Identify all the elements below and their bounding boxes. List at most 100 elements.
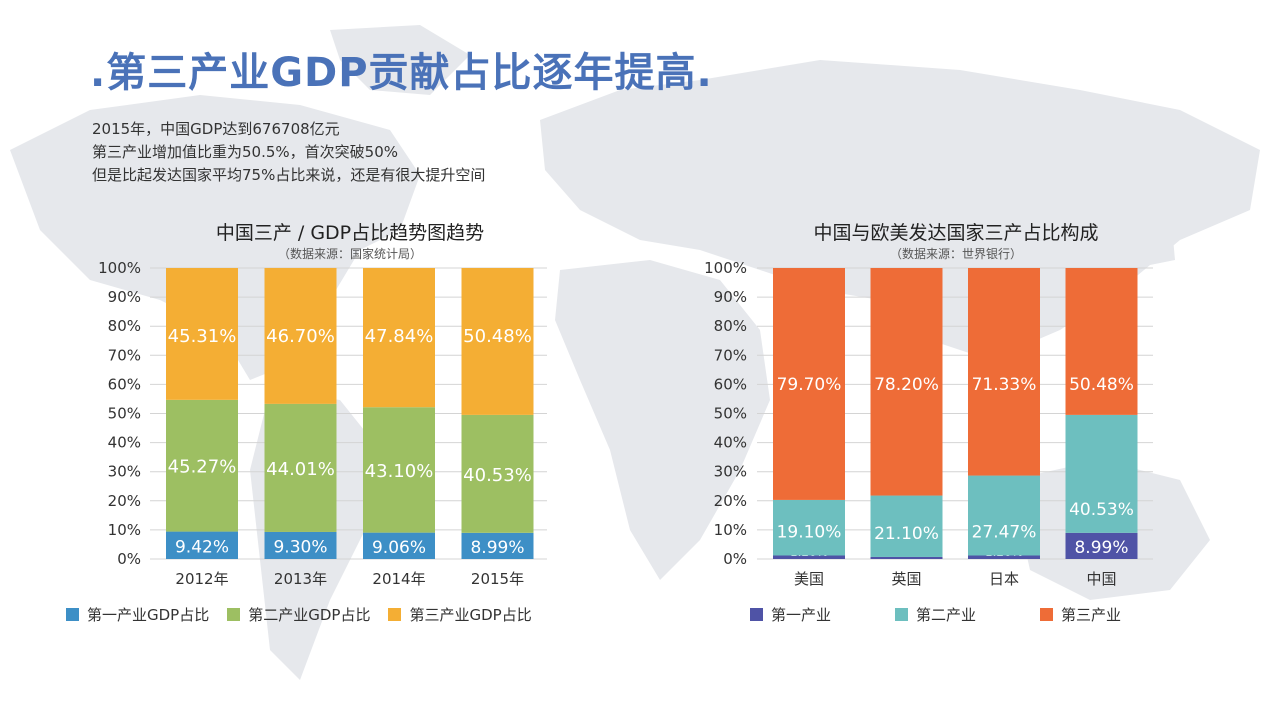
bar-segment bbox=[773, 555, 845, 559]
bar-segment bbox=[870, 556, 943, 559]
data-label: 45.27% bbox=[168, 457, 237, 478]
bar-segment bbox=[773, 268, 845, 500]
bar-segment bbox=[264, 403, 337, 532]
bar-segment bbox=[166, 399, 238, 532]
data-label: 43.10% bbox=[365, 461, 434, 482]
data-label: 9.06% bbox=[372, 538, 426, 558]
data-label: 9.42% bbox=[175, 537, 229, 557]
bar-segment bbox=[461, 532, 534, 559]
data-label: 50.48% bbox=[463, 326, 532, 347]
x-category-label: 2014年 bbox=[372, 570, 425, 588]
data-label: 19.10% bbox=[777, 523, 842, 543]
y-tick-label: 90% bbox=[714, 288, 747, 306]
data-label: 40.53% bbox=[1069, 500, 1134, 520]
data-label: 79.70% bbox=[777, 375, 842, 395]
x-category-label: 中国 bbox=[1086, 570, 1116, 588]
y-tick-label: 80% bbox=[108, 317, 141, 335]
bar-segment bbox=[968, 555, 1040, 559]
bar-segment bbox=[363, 407, 435, 533]
right-chart-subtitle: （数据来源：世界银行） bbox=[889, 247, 1022, 261]
bar-segment bbox=[870, 268, 943, 496]
bar-segment bbox=[1065, 414, 1138, 533]
bar-segment bbox=[1065, 268, 1138, 415]
y-tick-label: 40% bbox=[714, 434, 747, 452]
bar-segment bbox=[166, 531, 238, 559]
bar-segment bbox=[968, 475, 1040, 556]
legend-swatch-primary bbox=[750, 608, 763, 621]
y-tick-label: 100% bbox=[98, 259, 141, 277]
legend-label: 第一产业 bbox=[771, 606, 832, 624]
y-tick-label: 70% bbox=[714, 346, 747, 364]
bar-segment bbox=[264, 267, 337, 404]
bar-segment bbox=[773, 499, 845, 556]
data-label: 8.99% bbox=[470, 538, 524, 558]
bar-segment bbox=[363, 532, 435, 559]
y-tick-label: 20% bbox=[108, 492, 141, 510]
data-label: 50.48% bbox=[1069, 375, 1134, 395]
bar-segment bbox=[968, 268, 1040, 476]
x-category-label: 2015年 bbox=[471, 570, 524, 588]
legend-item-tertiary: 第三产业 bbox=[1040, 604, 1121, 625]
left-chart-legend: 第一产业GDP占比 第二产业GDP占比 第三产业GDP占比 bbox=[66, 604, 550, 625]
legend-swatch-tertiary bbox=[1040, 608, 1054, 621]
data-label: 21.10% bbox=[874, 524, 939, 544]
y-tick-label: 0% bbox=[723, 550, 747, 568]
legend-item-secondary: 第二产业GDP占比 bbox=[227, 604, 370, 625]
legend-item-primary: 第一产业 bbox=[750, 604, 831, 625]
data-label: 27.47% bbox=[972, 523, 1037, 543]
left-chart-subtitle: （数据来源：国家统计局） bbox=[277, 247, 422, 261]
y-tick-label: 70% bbox=[108, 346, 141, 364]
legend-label: 第三产业GDP占比 bbox=[409, 606, 532, 624]
right-chart-title: 中国与欧美发达国家三产占比构成 bbox=[813, 222, 1099, 244]
y-tick-label: 90% bbox=[108, 288, 141, 306]
data-label: 44.01% bbox=[266, 459, 335, 480]
y-tick-label: 30% bbox=[108, 463, 141, 481]
legend-item-tertiary: 第三产业GDP占比 bbox=[388, 604, 532, 625]
right-chart-legend: 第一产业 第二产业 第三产业 bbox=[750, 604, 1139, 625]
legend-label: 第一产业GDP占比 bbox=[87, 606, 210, 624]
data-label: 40.53% bbox=[463, 465, 532, 486]
left-chart-title: 中国三产 / GDP占比趋势图趋势 bbox=[215, 222, 485, 244]
data-label: 78.20% bbox=[874, 375, 939, 395]
y-tick-label: 60% bbox=[714, 375, 747, 393]
x-category-label: 日本 bbox=[989, 570, 1019, 588]
bar-segment bbox=[461, 268, 534, 415]
legend-label: 第三产业 bbox=[1061, 606, 1122, 624]
legend-item-secondary: 第二产业 bbox=[895, 604, 976, 625]
y-tick-label: 50% bbox=[714, 405, 747, 423]
x-category-label: 英国 bbox=[891, 570, 921, 588]
data-label: 46.70% bbox=[266, 326, 335, 347]
bar-segment bbox=[870, 495, 943, 557]
y-tick-label: 10% bbox=[108, 521, 141, 539]
x-category-label: 美国 bbox=[794, 570, 824, 588]
x-category-label: 2013年 bbox=[274, 570, 327, 588]
bar-segment bbox=[363, 268, 435, 408]
y-tick-label: 40% bbox=[108, 434, 141, 452]
data-label: 9.30% bbox=[273, 537, 327, 557]
bar-segment bbox=[264, 531, 337, 559]
data-label: 47.84% bbox=[365, 326, 434, 347]
y-tick-label: 30% bbox=[714, 463, 747, 481]
bar-segment bbox=[1065, 532, 1138, 559]
legend-swatch-primary bbox=[66, 608, 79, 621]
page-title: .第三产业GDP贡献占比逐年提高. bbox=[90, 50, 713, 96]
intro-text: 2015年，中国GDP达到676708亿元 第三产业增加值比重为50.5%，首次… bbox=[92, 118, 485, 187]
legend-swatch-secondary bbox=[227, 608, 241, 621]
data-label: 45.31% bbox=[168, 326, 237, 347]
y-tick-label: 10% bbox=[714, 521, 747, 539]
y-tick-label: 100% bbox=[704, 259, 747, 277]
legend-label: 第二产业 bbox=[916, 606, 977, 624]
data-label: 8.99% bbox=[1074, 538, 1128, 558]
legend-swatch-tertiary bbox=[388, 608, 402, 621]
legend-label: 第二产业GDP占比 bbox=[248, 606, 371, 624]
data-label: 71.33% bbox=[972, 375, 1037, 395]
intro-line-2: 第三产业增加值比重为50.5%，首次突破50% bbox=[92, 143, 398, 161]
bar-segment bbox=[166, 268, 238, 400]
y-tick-label: 80% bbox=[714, 317, 747, 335]
y-tick-label: 60% bbox=[108, 375, 141, 393]
y-tick-label: 50% bbox=[108, 405, 141, 423]
intro-line-3: 但是比起发达国家平均75%占比来说，还是有很大提升空间 bbox=[92, 166, 486, 184]
legend-swatch-secondary bbox=[895, 608, 909, 621]
